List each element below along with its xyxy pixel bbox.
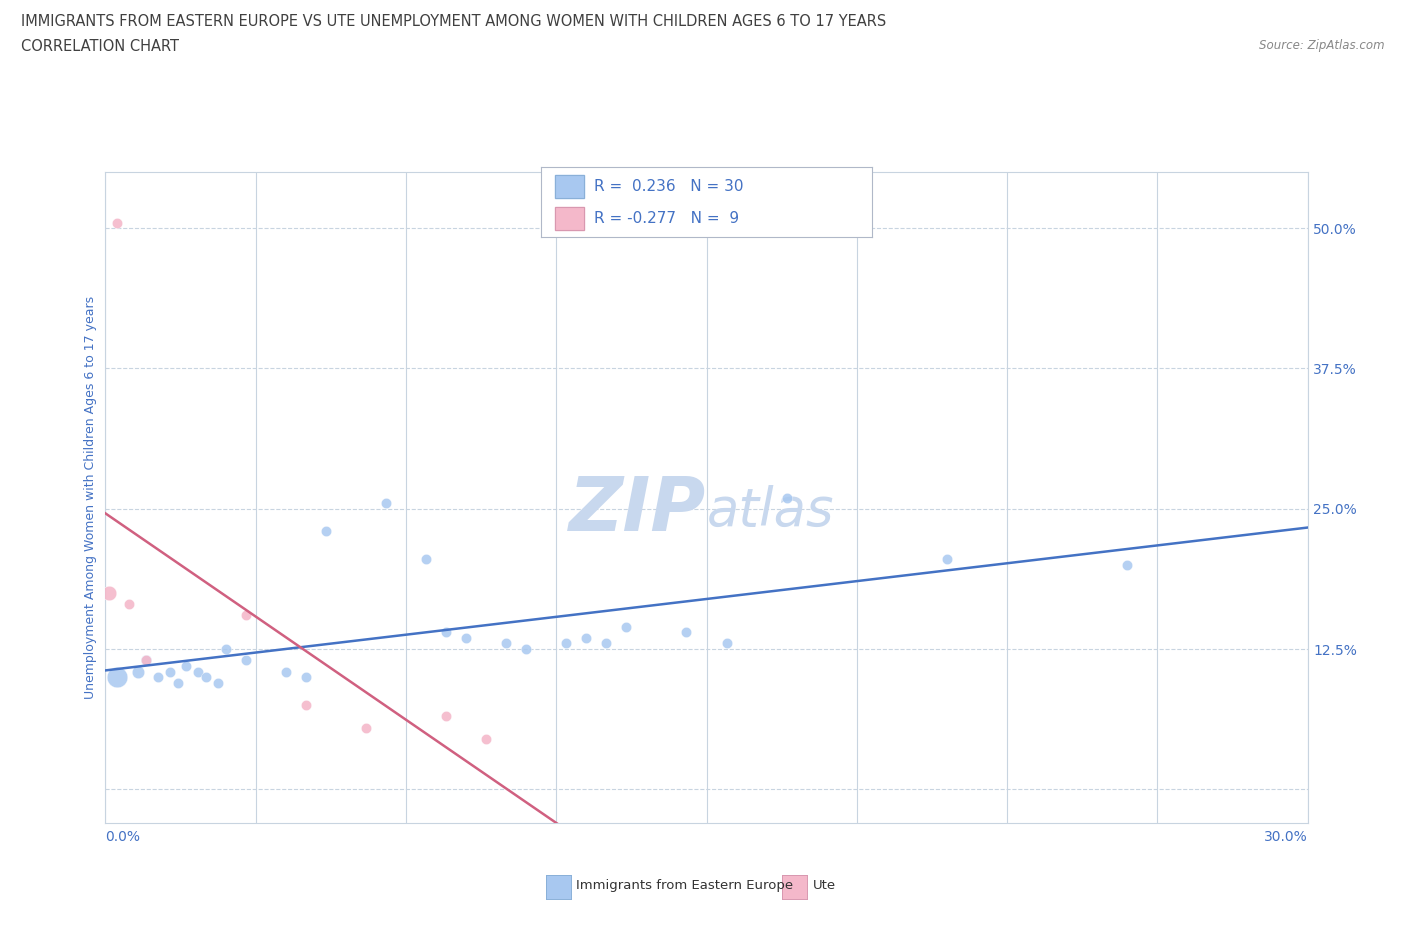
Text: Ute: Ute xyxy=(813,879,835,892)
Point xyxy=(776,490,799,505)
Text: 0.0%: 0.0% xyxy=(105,830,141,844)
Point xyxy=(575,631,598,645)
Point xyxy=(475,731,498,746)
Point xyxy=(495,636,517,651)
Point xyxy=(107,670,129,684)
Point xyxy=(235,608,257,623)
Point xyxy=(207,675,229,690)
Text: ZIP: ZIP xyxy=(569,474,707,547)
Point xyxy=(146,670,169,684)
Point xyxy=(555,636,578,651)
Bar xyxy=(554,207,585,230)
Bar xyxy=(554,207,585,230)
Y-axis label: Unemployment Among Women with Children Ages 6 to 17 years: Unemployment Among Women with Children A… xyxy=(84,296,97,699)
Point xyxy=(354,720,377,735)
Text: R =  0.236   N = 30: R = 0.236 N = 30 xyxy=(595,179,744,194)
Point xyxy=(194,670,217,684)
Point xyxy=(434,625,457,640)
Point xyxy=(135,653,157,668)
Bar xyxy=(554,175,585,198)
Point xyxy=(595,636,617,651)
Point xyxy=(295,670,318,684)
Point xyxy=(936,551,959,566)
Point xyxy=(187,664,209,679)
Bar xyxy=(554,175,585,198)
Text: Source: ZipAtlas.com: Source: ZipAtlas.com xyxy=(1260,39,1385,52)
Point xyxy=(1116,557,1139,572)
Point xyxy=(98,586,121,601)
Point xyxy=(166,675,188,690)
Point xyxy=(315,524,337,538)
Text: atlas: atlas xyxy=(707,485,834,537)
Point xyxy=(716,636,738,651)
Point xyxy=(434,709,457,724)
Text: IMMIGRANTS FROM EASTERN EUROPE VS UTE UNEMPLOYMENT AMONG WOMEN WITH CHILDREN AGE: IMMIGRANTS FROM EASTERN EUROPE VS UTE UN… xyxy=(21,14,886,29)
Point xyxy=(616,619,638,634)
Point xyxy=(127,664,149,679)
Text: R = -0.277   N =  9: R = -0.277 N = 9 xyxy=(595,211,740,226)
Point xyxy=(235,653,257,668)
Point xyxy=(118,597,141,612)
Point xyxy=(415,551,437,566)
Point xyxy=(107,215,129,230)
Point xyxy=(675,625,697,640)
Point xyxy=(295,698,318,712)
Point xyxy=(174,658,197,673)
Text: 30.0%: 30.0% xyxy=(1264,830,1308,844)
Text: CORRELATION CHART: CORRELATION CHART xyxy=(21,39,179,54)
Point xyxy=(374,496,398,511)
Point xyxy=(515,642,537,657)
Point xyxy=(214,642,236,657)
Text: Immigrants from Eastern Europe: Immigrants from Eastern Europe xyxy=(576,879,793,892)
Point xyxy=(274,664,297,679)
Point xyxy=(159,664,181,679)
Point xyxy=(135,653,157,668)
Point xyxy=(456,631,478,645)
